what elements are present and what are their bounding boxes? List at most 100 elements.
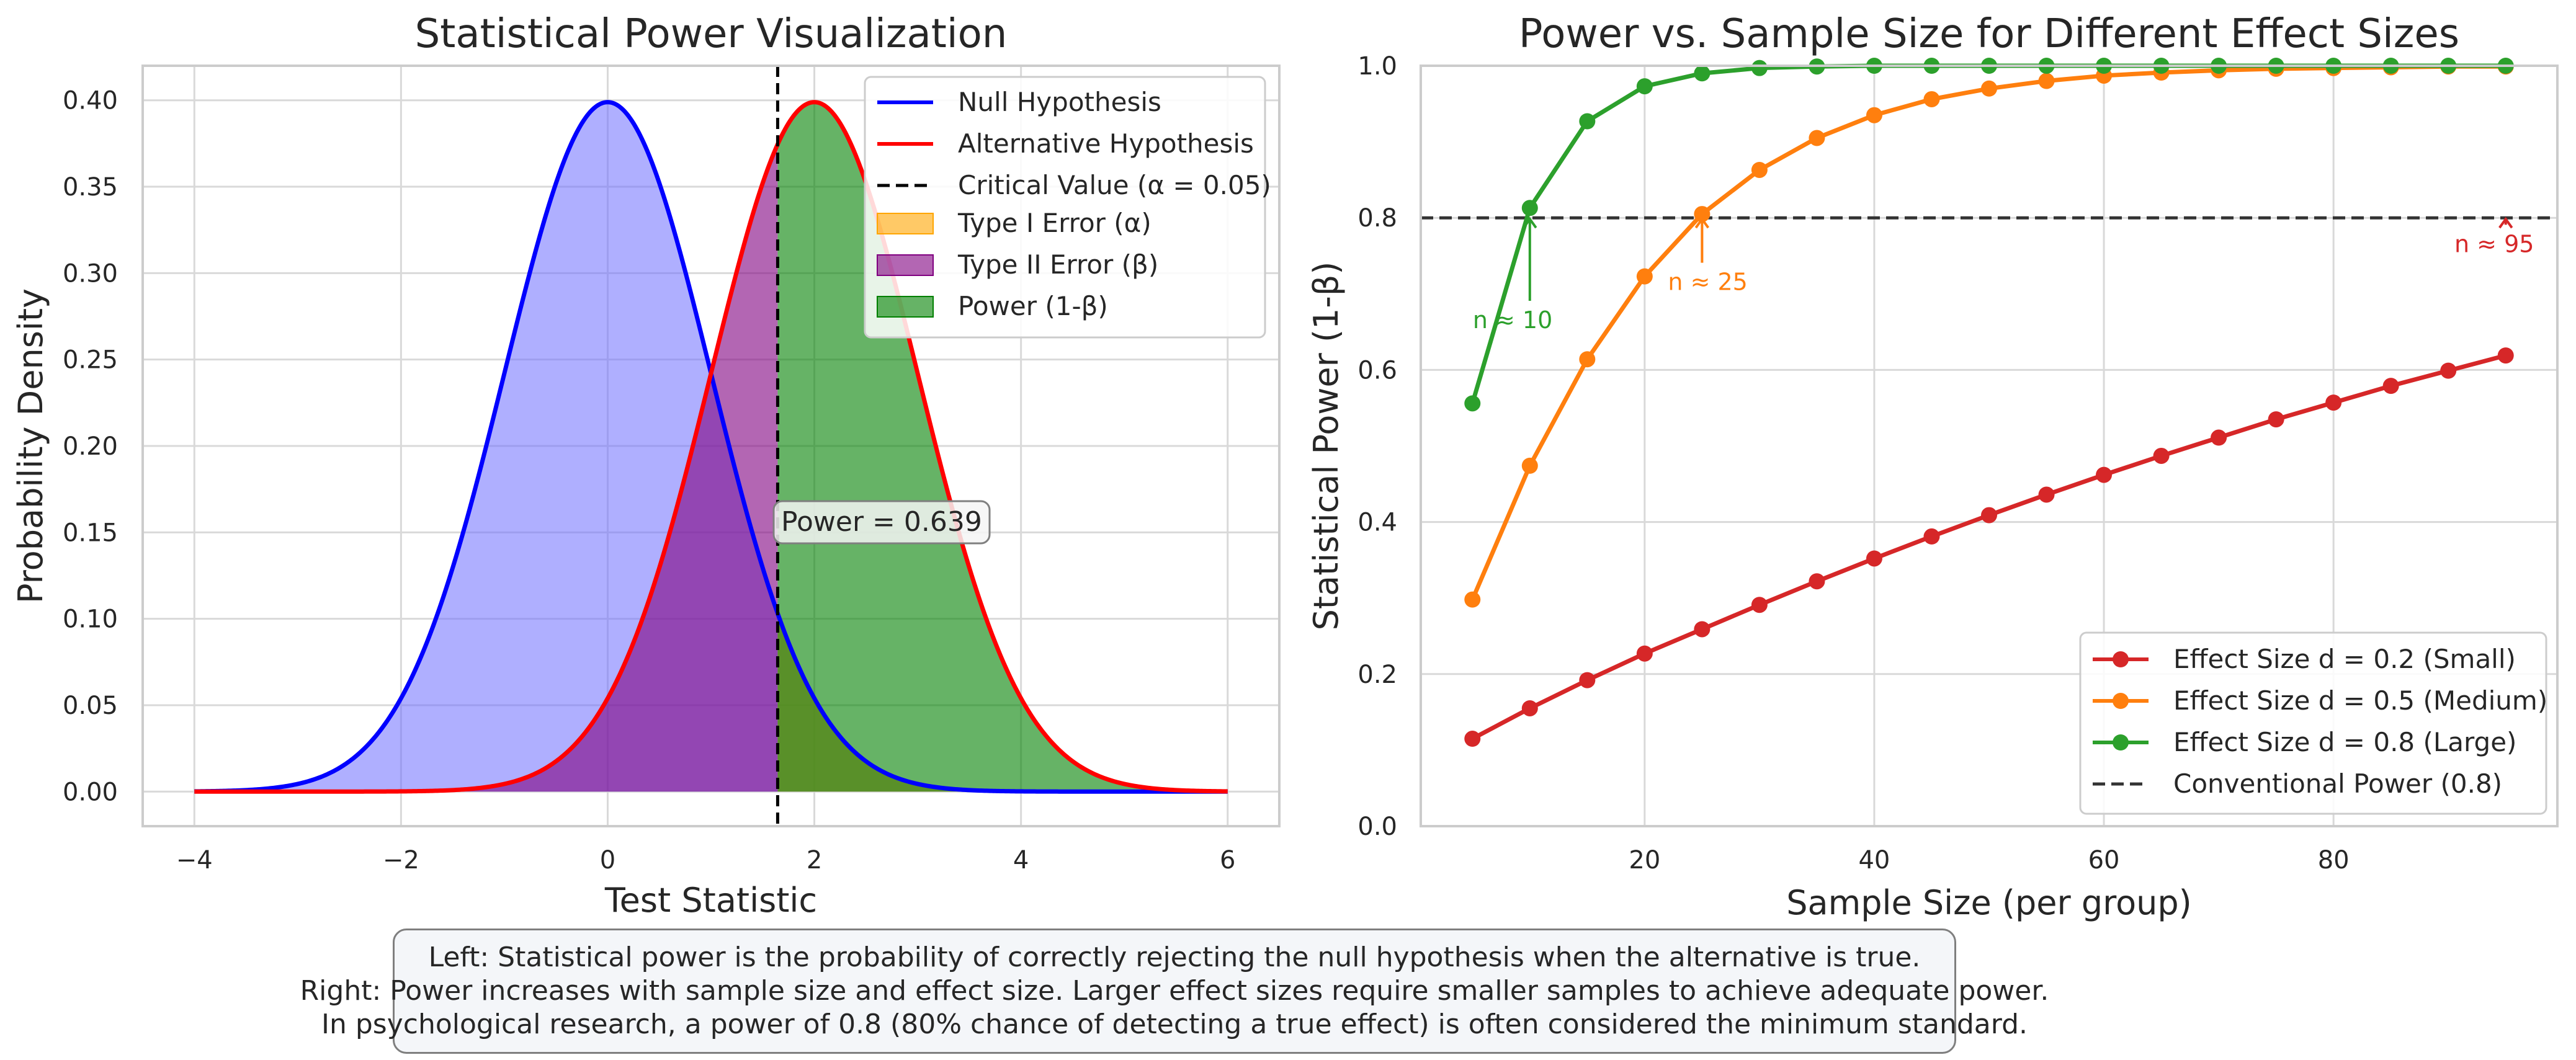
series-point (2440, 362, 2457, 379)
power-annotation-label: Power = 0.639 (781, 506, 982, 538)
left-y-tick-label: 0.10 (63, 605, 118, 634)
series-point (1464, 395, 1481, 412)
annotation-label: n ≈ 95 (2454, 230, 2534, 257)
left-x-tick-label: −2 (383, 846, 419, 875)
power-vs-sample-size-chart: n ≈ 10 n ≈ 25 n ≈ 95 20 40 60 80 0.0 0.2 0.4 0.6… (1307, 11, 2559, 922)
legend-critical-label: Critical Value (α = 0.05) (958, 170, 1271, 200)
left-density-curves (194, 66, 1228, 826)
left-y-axis-title: Probability Density (11, 288, 50, 603)
left-x-tick-label: 6 (1220, 846, 1235, 875)
left-plot-frame (141, 65, 1281, 827)
series-point (2153, 447, 2170, 464)
series-point (2497, 347, 2514, 364)
series-point (2038, 486, 2055, 503)
legend-small-marker (2113, 651, 2129, 667)
right-x-axis-title: Sample Size (per group) (1786, 883, 2191, 922)
left-x-axis-title: Test Statistic (604, 881, 817, 920)
series-point (1751, 161, 1768, 178)
sample-size-annotations: n ≈ 10 n ≈ 25 n ≈ 95 (1473, 216, 2534, 334)
left-x-tick-label: 2 (807, 846, 822, 875)
right-legend: Effect Size d = 0.2 (Small) Effect Size … (2079, 631, 2547, 815)
right-y-tick-label: 0.2 (1357, 661, 1397, 689)
series-point (1809, 573, 1825, 590)
series-point (2096, 466, 2113, 483)
right-y-tick-label: 0.8 (1357, 204, 1397, 233)
right-x-tick-labels: 20 40 60 80 (1629, 846, 2349, 875)
series-point (1751, 597, 1768, 613)
annotation-label: n ≈ 25 (1668, 269, 1747, 296)
left-x-tick-labels: −4 −2 0 2 4 6 (176, 846, 1236, 875)
annotation-label: n ≈ 10 (1473, 306, 1552, 334)
series-point (2325, 394, 2342, 411)
series-point (1694, 65, 1711, 82)
alternative-hypothesis-curve (194, 100, 1228, 794)
series-point (1981, 507, 1997, 523)
right-y-tick-label: 0.0 (1357, 813, 1397, 841)
legend-large-label: Effect Size d = 0.8 (Large) (2173, 727, 2516, 757)
series-point (1464, 591, 1481, 608)
legend-medium-label: Effect Size d = 0.5 (Medium) (2173, 685, 2547, 716)
series-point (1521, 457, 1538, 474)
series-point (1866, 107, 1882, 123)
legend-type2-label: Type II Error (β) (957, 249, 1158, 280)
power-annotation: Power = 0.639 (772, 500, 991, 545)
right-x-tick-label: 60 (2088, 846, 2120, 875)
left-x-tick-label: 0 (600, 846, 615, 875)
legend-small-label: Effect Size d = 0.2 (Small) (2173, 644, 2516, 674)
left-y-tick-label: 0.30 (63, 259, 118, 288)
series-point (1636, 645, 1653, 662)
legend-alternative-label: Alternative Hypothesis (958, 128, 1254, 159)
right-x-tick-label: 20 (1629, 846, 1660, 875)
series-point (1694, 206, 1711, 223)
power-visualization-chart: −4 −2 0 2 4 6 0.00 0.05 0.10 0.15 0.20 0.25 0.30 0.3… (11, 11, 1281, 920)
right-x-tick-label: 80 (2318, 846, 2350, 875)
left-y-tick-labels: 0.00 0.05 0.10 0.15 0.20 0.25 0.30 0.35 0.40 (63, 87, 118, 807)
series-point (1636, 78, 1653, 95)
series-point (1579, 672, 1596, 688)
right-y-tick-label: 0.6 (1357, 356, 1397, 385)
right-x-tick-label: 40 (1858, 846, 1890, 875)
left-y-tick-label: 0.25 (63, 346, 118, 375)
left-legend: Null Hypothesis Alternative Hypothesis C… (864, 76, 1271, 339)
figure-caption: Left: Statistical power is the probabili… (300, 929, 2049, 1054)
series-point (1521, 700, 1538, 716)
series-point (1694, 621, 1711, 638)
left-y-tick-label: 0.20 (63, 432, 118, 461)
series-point (2382, 378, 2399, 394)
annotation-arrowhead (1523, 216, 1537, 229)
legend-type2-swatch (877, 254, 934, 276)
series-point (1866, 550, 1882, 567)
right-y-tick-labels: 0.0 0.2 0.4 0.6 0.8 1.0 (1357, 52, 1397, 841)
left-y-tick-label: 0.00 (63, 778, 118, 806)
right-plot-frame (1420, 65, 2559, 827)
legend-power-label: Power (1-β) (958, 291, 1108, 321)
left-x-tick-label: 4 (1013, 846, 1029, 875)
right-y-tick-label: 1.0 (1357, 52, 1397, 81)
series-point (1751, 60, 1768, 76)
annotation-arrowhead (1694, 216, 1709, 229)
series-point (1464, 731, 1481, 747)
left-y-tick-label: 0.05 (63, 692, 118, 720)
series-point (1809, 130, 1825, 146)
right-chart-title: Power vs. Sample Size for Different Effe… (1519, 11, 2459, 57)
caption-line-standard: In psychological research, a power of 0.… (321, 1009, 2028, 1040)
left-legend-box (864, 76, 1266, 339)
series-point (1636, 268, 1653, 285)
legend-large-marker (2113, 734, 2129, 750)
series-1 (1464, 347, 2514, 747)
left-y-tick-label: 0.35 (63, 173, 118, 202)
legend-type1-label: Type I Error (α) (957, 208, 1152, 238)
caption-line-right: Right: Power increases with sample size … (300, 975, 2049, 1007)
legend-type1-swatch (877, 213, 934, 234)
power-annotation-box (772, 500, 991, 545)
left-y-tick-label: 0.40 (63, 87, 118, 115)
legend-medium-marker (2113, 693, 2129, 709)
legend-conventional-label: Conventional Power (0.8) (2173, 768, 2502, 799)
series-point (1579, 113, 1596, 130)
legend-null-label: Null Hypothesis (958, 87, 1161, 117)
right-y-axis-title: Statistical Power (1-β) (1307, 262, 1346, 631)
annotation-arrowhead (2498, 216, 2513, 229)
series-point (1981, 80, 1997, 97)
left-x-tick-label: −4 (176, 846, 213, 875)
series-point (1923, 91, 1940, 107)
